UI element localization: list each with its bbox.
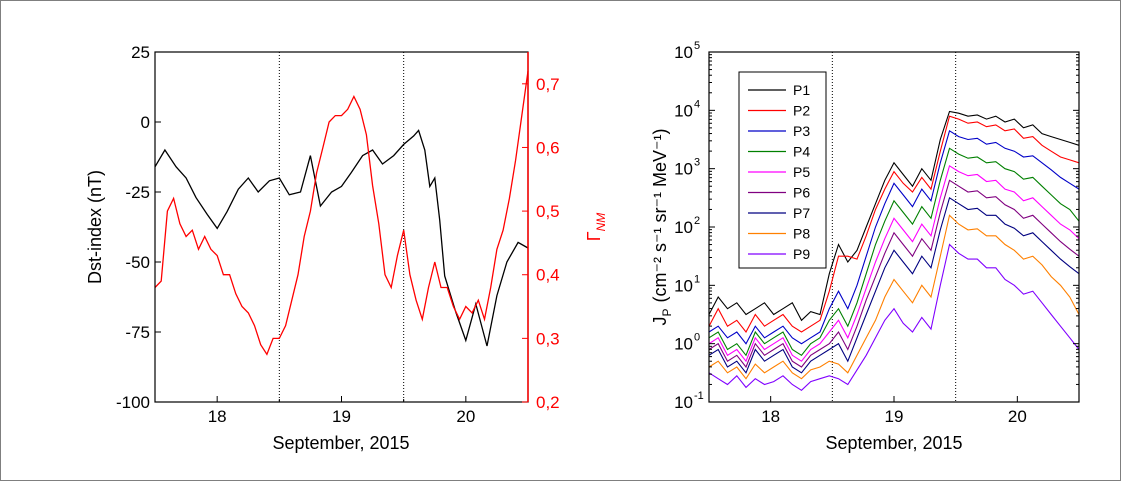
left-series (154, 71, 529, 356)
left-right-y-ticks: 0,7 0,6 0,5 0,4 0,3 0,2 (522, 52, 560, 412)
right-series (708, 110, 1080, 391)
right-y-axis-label: ΓNM (584, 213, 608, 242)
series-line-p7 (708, 196, 1080, 374)
right-chart-y-axis-label: JP (cm⁻² s⁻¹ sr⁻¹ MeV⁻¹) (650, 129, 674, 326)
series-line-p8 (708, 214, 1080, 380)
jp-label-text: JP (cm⁻² s⁻¹ sr⁻¹ MeV⁻¹) (650, 129, 674, 326)
right-x-tick-label: 19 (885, 407, 904, 426)
right-y-tick-exponent: 5 (694, 40, 700, 52)
right-x-tick-label: 18 (761, 407, 780, 426)
right-y-tick-label: 10 (674, 43, 693, 62)
right-x-axis-label: September, 2015 (825, 433, 962, 453)
jp-symbol: J (650, 317, 670, 326)
legend-label-p9: P9 (793, 246, 810, 262)
left-x-ticks: 18 19 20 (154, 396, 529, 426)
right-y-tick-label: 0,7 (536, 75, 560, 94)
right-y-axis-label-main: ΓNM (584, 213, 608, 242)
legend-label-p1: P1 (793, 82, 810, 98)
legend: P1 P2 P3 P4 P5 P6 P7 P8 P9 (738, 71, 827, 269)
jp-units: (cm⁻² s⁻¹ sr⁻¹ MeV⁻¹) (650, 129, 670, 303)
right-y-tick-label: 10 (674, 101, 693, 120)
right-y-tick-label: 10 (674, 393, 693, 412)
right-y-tick-exponent: 0 (694, 332, 700, 344)
left-y-tick-label: -100 (116, 393, 150, 412)
right-y-tick-label: 10 (674, 335, 693, 354)
right-x-tick-label: 20 (1008, 407, 1027, 426)
series-line-p1 (708, 110, 1080, 322)
left-y-tick-label: -25 (125, 183, 150, 202)
jp-subscript: P (660, 308, 674, 316)
left-y-tick-label: -50 (125, 253, 150, 272)
right-y-tick-label: 0,6 (536, 138, 560, 157)
series-line-p2 (708, 115, 1080, 334)
right-y-tick-label: 10 (674, 160, 693, 179)
right-y-tick-exponent: 2 (694, 215, 700, 227)
legend-label-p8: P8 (793, 226, 810, 242)
legend-label-p7: P7 (793, 205, 810, 221)
right-y-tick-label: 10 (674, 276, 693, 295)
right-y-tick-exponent: 3 (694, 157, 700, 169)
right-y-tick-label: 0,3 (536, 329, 560, 348)
right-vlines (831, 52, 957, 402)
left-x-tick-label: 20 (456, 407, 475, 426)
left-series-line-dst (154, 129, 529, 347)
gamma-symbol: Γ (584, 231, 604, 241)
left-x-tick-label: 18 (208, 407, 227, 426)
legend-label-p4: P4 (793, 144, 810, 160)
left-plot-frame (154, 51, 529, 403)
series-line-p6 (708, 179, 1080, 369)
left-x-tick-label: 19 (332, 407, 351, 426)
left-y-tick-label: 0 (141, 113, 150, 132)
legend-label-p6: P6 (793, 185, 810, 201)
left-y-axis-label: Dst-index (nT) (85, 170, 105, 284)
right-x-ticks: 18 19 20 (761, 396, 1027, 426)
right-y-tick-label: 10 (674, 218, 693, 237)
left-vlines (278, 52, 405, 402)
right-y-tick-label: 0,5 (536, 202, 560, 221)
right-y-tick-exponent: -1 (694, 390, 704, 402)
series-line-p5 (708, 164, 1080, 363)
series-line-p9 (708, 243, 1080, 391)
left-y-tick-label: -75 (125, 323, 150, 342)
left-chart: 18 19 20 250-25-50-75-100 0,70,60,50,40,30… (85, 43, 608, 453)
left-y-ticks: 25 0 -25 -50 -75 -100 (116, 43, 161, 412)
left-x-axis-label: September, 2015 (272, 433, 409, 453)
left-y-tick-label: 25 (131, 43, 150, 62)
right-y-tick-exponent: 1 (694, 273, 700, 285)
left-series-line-gamma (154, 71, 529, 356)
legend-label-p3: P3 (793, 123, 810, 139)
right-y-tick-exponent: 4 (694, 98, 700, 110)
right-y-tick-label: 0,4 (536, 266, 560, 285)
series-line-p3 (708, 129, 1080, 345)
legend-label-p2: P2 (793, 103, 810, 119)
legend-box (738, 71, 827, 269)
legend-label-p5: P5 (793, 164, 810, 180)
gamma-subscript: NM (594, 213, 608, 232)
series-line-p4 (708, 147, 1080, 357)
right-y-tick-label: 0,2 (536, 393, 560, 412)
